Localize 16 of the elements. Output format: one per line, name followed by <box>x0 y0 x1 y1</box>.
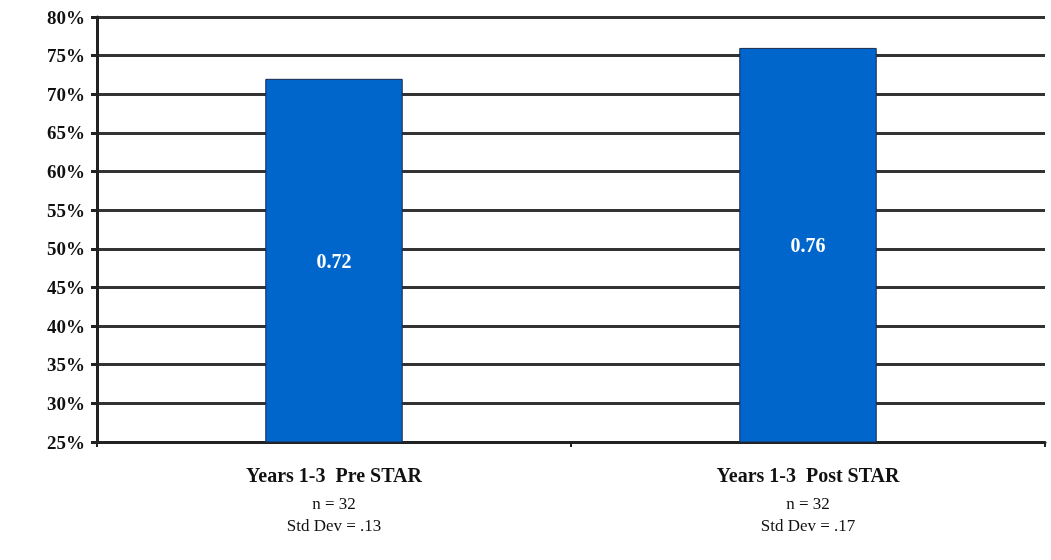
y-tick-label: 55% <box>47 199 85 221</box>
y-tick-label: 45% <box>47 276 85 298</box>
y-tick-label: 75% <box>47 45 85 67</box>
y-tick-label: 30% <box>47 392 85 414</box>
y-tick-label: 50% <box>47 238 85 260</box>
y-tick-label: 25% <box>47 431 85 453</box>
y-tick-label: 40% <box>47 315 85 337</box>
y-tick-label: 60% <box>47 161 85 183</box>
x-tick-label: Years 1-3 Post STAR n = 32 Std Dev = .17 <box>716 464 901 535</box>
y-tick-label: 35% <box>47 354 85 376</box>
y-tick-label: 80% <box>47 6 85 28</box>
data-label: 0.76 <box>790 234 826 257</box>
x-tick-label: Years 1-3 Pre STAR n = 32 Std Dev = .13 <box>246 464 423 535</box>
y-tick-label: 70% <box>47 83 85 105</box>
data-label: 0.72 <box>316 249 352 272</box>
y-tick-label: 65% <box>47 122 85 144</box>
